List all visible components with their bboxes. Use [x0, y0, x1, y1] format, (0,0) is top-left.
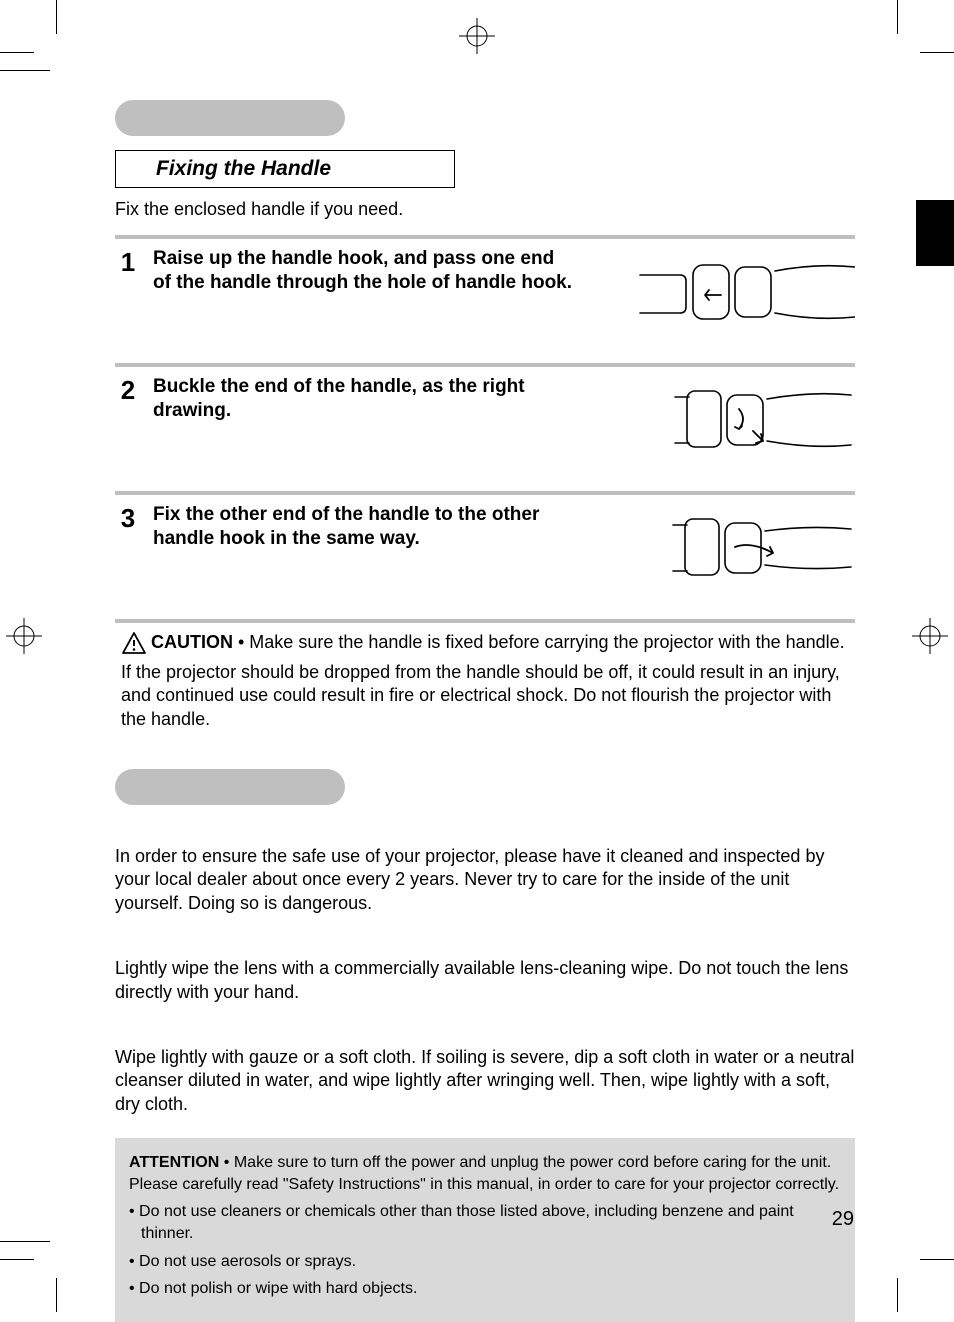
crop-mark [0, 1259, 34, 1260]
maintenance-para-1: In order to ensure the safe use of your … [115, 845, 855, 915]
step-illustration [585, 501, 855, 591]
crop-mark [56, 0, 57, 34]
step-illustration [585, 373, 855, 463]
step-divider [115, 363, 855, 367]
step-2: 2 Buckle the end of the handle, as the r… [115, 363, 855, 463]
section-pill [115, 100, 345, 136]
thumb-tab [916, 200, 954, 266]
section-title-text: Fixing the Handle [156, 157, 331, 180]
crop-mark [0, 70, 50, 71]
step-text: Fix the other end of the handle to the o… [153, 501, 573, 552]
crop-mark [0, 52, 34, 53]
registration-mark-icon [912, 618, 948, 654]
section-pill [115, 769, 345, 805]
attention-body: • Make sure to turn off the power and un… [129, 1154, 839, 1193]
caution-box: CAUTION • Make sure the handle is fixed … [115, 619, 855, 742]
step-text: Buckle the end of the handle, as the rig… [153, 373, 573, 424]
caution-label: CAUTION [151, 632, 233, 652]
step-number: 2 [115, 373, 141, 403]
step-text: Raise up the handle hook, and pass one e… [153, 245, 573, 296]
warning-icon [121, 631, 147, 661]
registration-mark-icon [459, 18, 495, 54]
attention-bullet: • Do not use aerosols or sprays. [129, 1251, 841, 1273]
step-3: 3 Fix the other end of the handle to the… [115, 491, 855, 591]
step-illustration [585, 245, 855, 335]
crop-mark [920, 52, 954, 53]
registration-mark-icon [6, 618, 42, 654]
step-divider [115, 491, 855, 495]
crop-mark [897, 0, 898, 34]
attention-label: ATTENTION [129, 1154, 219, 1171]
step-number: 1 [115, 245, 141, 275]
section-title: Fixing the Handle [115, 150, 455, 188]
attention-box: ATTENTION • Make sure to turn off the po… [115, 1138, 855, 1322]
crop-mark [0, 1241, 50, 1242]
intro-text: Fix the enclosed handle if you need. [115, 198, 855, 221]
step-1: 1 Raise up the handle hook, and pass one… [115, 235, 855, 335]
attention-bullet: • Do not polish or wipe with hard object… [129, 1278, 841, 1300]
crop-mark [56, 1278, 57, 1312]
crop-mark [920, 1259, 954, 1260]
attention-bullet: • Do not use cleaners or chemicals other… [129, 1201, 841, 1244]
maintenance-para-2: Lightly wipe the lens with a commerciall… [115, 957, 855, 1004]
page-content: Fixing the Handle Fix the enclosed handl… [115, 100, 855, 1322]
step-number: 3 [115, 501, 141, 531]
step-divider [115, 235, 855, 239]
crop-mark [897, 1278, 898, 1312]
maintenance-para-3: Wipe lightly with gauze or a soft cloth.… [115, 1046, 855, 1116]
page-number: 29 [832, 1208, 854, 1231]
